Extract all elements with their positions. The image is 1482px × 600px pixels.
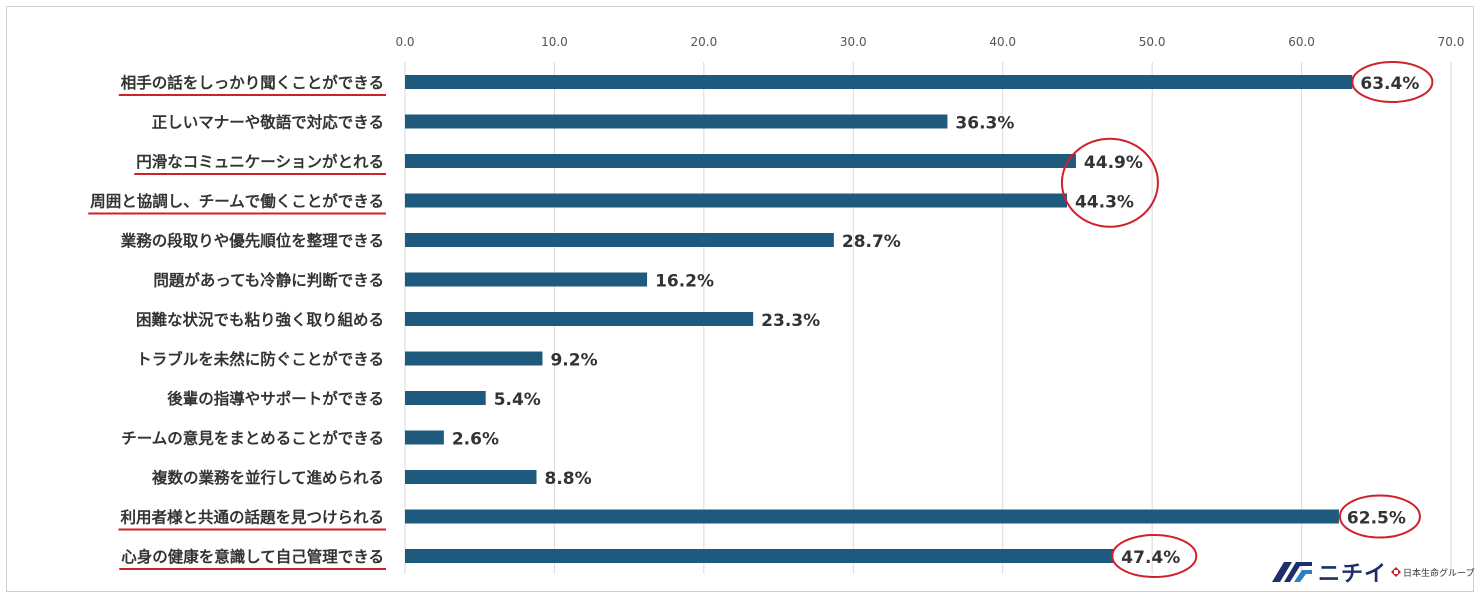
- x-tick-label: 10.0: [541, 35, 568, 49]
- bar: [405, 391, 486, 405]
- x-tick-label: 50.0: [1139, 35, 1166, 49]
- category-label: 利用者様と共通の話題を見つけられる: [120, 508, 384, 527]
- logo-name: ニチイ: [1318, 562, 1388, 587]
- x-tick-label: 20.0: [690, 35, 717, 49]
- nichii-logo-mark-icon: [1272, 562, 1312, 582]
- nichii-logo: ニチイ 日本生命グループ: [1268, 559, 1474, 587]
- category-label: 正しいマナーや敬語で対応できる: [152, 113, 384, 132]
- category-label: 問題があっても冷静に判断できる: [153, 271, 384, 290]
- value-label: 44.3%: [1075, 193, 1134, 213]
- value-label: 28.7%: [842, 232, 901, 252]
- value-label: 62.5%: [1347, 509, 1406, 529]
- category-label: 相手の話をしっかり聞くことができる: [121, 73, 384, 92]
- bar: [405, 193, 1067, 208]
- value-label: 63.4%: [1360, 74, 1419, 94]
- value-label: 9.2%: [550, 351, 597, 371]
- highlight-circle: [1111, 534, 1198, 578]
- bar: [405, 470, 537, 484]
- category-label: 後輩の指導やサポートができる: [167, 389, 384, 408]
- x-tick-label: 0.0: [395, 35, 414, 49]
- category-label: 円滑なコミュニケーションがとれる: [136, 152, 384, 171]
- category-label: トラブルを未然に防ぐことができる: [136, 350, 384, 369]
- bar: [405, 549, 1114, 563]
- bar: [405, 114, 948, 129]
- category-label: 業務の段取りや優先順位を整理できる: [120, 231, 384, 250]
- bar: [405, 351, 543, 366]
- highlight-circle: [1351, 61, 1434, 103]
- nippon-life-icon: [1391, 567, 1402, 577]
- x-tick-label: 60.0: [1288, 35, 1315, 49]
- category-label: 周囲と協調し、チームで働くことができる: [90, 192, 384, 211]
- bar: [405, 312, 754, 326]
- bar: [405, 75, 1353, 89]
- logo-group: 日本生命グループ: [1391, 566, 1474, 579]
- highlight-circle: [1338, 494, 1421, 539]
- x-tick-label: 30.0: [840, 35, 867, 49]
- x-tick-label: 40.0: [989, 35, 1016, 49]
- logo-group-label: 日本生命グループ: [1403, 568, 1475, 579]
- highlight-circle: [1060, 137, 1159, 228]
- value-label: 2.6%: [452, 430, 499, 450]
- category-label: 困難な状況でも粘り強く取り組める: [136, 310, 384, 329]
- category-label: 複数の業務を並行して進められる: [151, 468, 384, 487]
- bar: [405, 272, 648, 287]
- value-label: 8.8%: [544, 469, 591, 489]
- category-label: チームの意見をまとめることができる: [121, 429, 384, 448]
- chart-frame: [6, 6, 1474, 592]
- value-label: 36.3%: [955, 114, 1014, 134]
- bar: [405, 154, 1076, 168]
- value-label: 44.9%: [1084, 153, 1143, 173]
- value-label: 5.4%: [494, 390, 541, 410]
- category-label: 心身の健康を意識して自己管理できる: [121, 547, 384, 566]
- value-label: 47.4%: [1121, 548, 1180, 568]
- bar: [405, 233, 834, 247]
- x-tick-label: 70.0: [1438, 35, 1465, 49]
- value-label: 16.2%: [655, 272, 714, 292]
- value-label: 23.3%: [761, 311, 820, 331]
- bar: [405, 430, 444, 445]
- bar: [405, 509, 1339, 524]
